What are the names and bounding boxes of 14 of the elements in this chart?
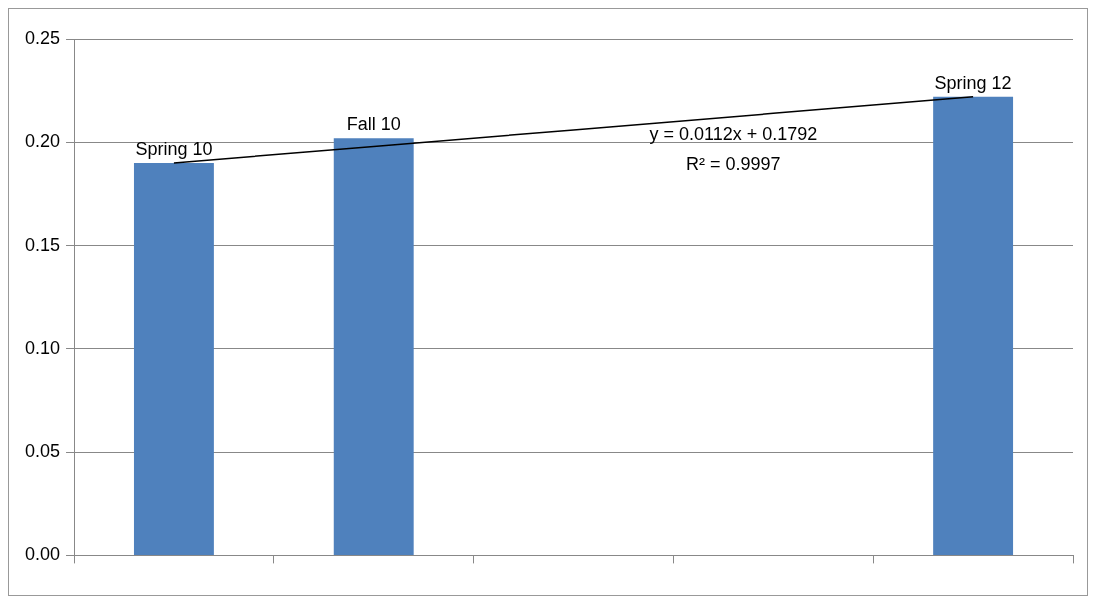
annotation: R² = 0.9997	[686, 153, 781, 174]
data-label: Fall 10	[346, 114, 401, 135]
y-tick-label: 0.00	[24, 544, 61, 565]
y-tick-label: 0.25	[24, 27, 61, 48]
y-tick-label: 0.20	[24, 131, 61, 152]
bar	[133, 162, 214, 555]
data-label: Spring 10	[135, 138, 213, 159]
bar	[333, 138, 414, 555]
y-tick-label: 0.05	[24, 441, 61, 462]
annotation: y = 0.0112x + 0.1792	[649, 123, 818, 144]
y-tick-label: 0.15	[24, 234, 61, 255]
y-tick-label: 0.10	[24, 337, 61, 358]
data-label: Spring 12	[934, 72, 1012, 93]
bar	[933, 96, 1014, 555]
